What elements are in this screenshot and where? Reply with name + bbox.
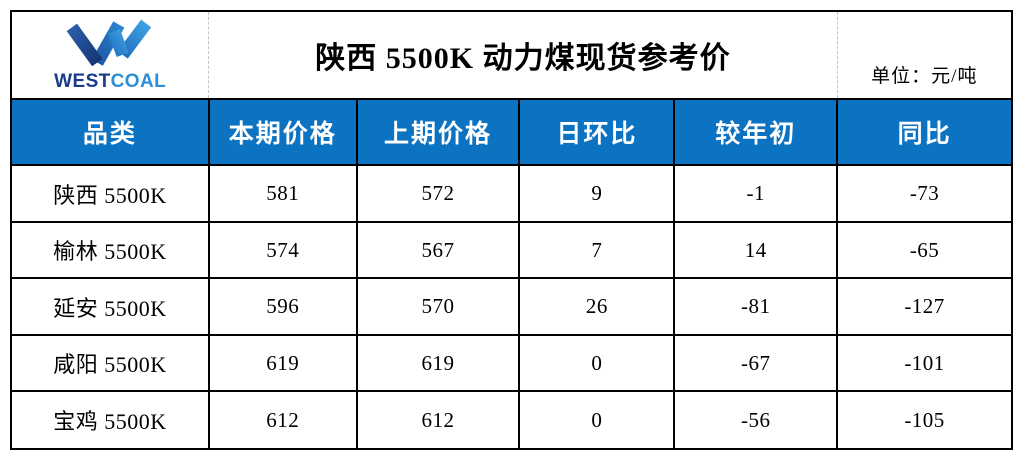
westcoal-w-icon	[66, 19, 152, 67]
cell-current-price: 612	[207, 390, 358, 448]
brand-coal-text: COAL	[110, 70, 167, 92]
cell-yoy-change: -105	[836, 390, 1011, 448]
cell-vs-year-start: -1	[673, 164, 839, 223]
col-header-current-price: 本期价格	[207, 97, 358, 167]
col-header-yoy-change: 同比	[836, 97, 1011, 167]
cell-current-price: 581	[207, 164, 358, 223]
cell-yoy-change: -101	[836, 333, 1011, 393]
table-row: 宝鸡 5500K 612 612 0 -56 -105	[12, 390, 1011, 448]
masthead: WESTCOAL 陕西 5500K 动力煤现货参考价 单位：元/吨	[12, 12, 1011, 100]
cell-category: 陕西 5500K	[12, 164, 210, 223]
table-row: 延安 5500K 596 570 26 -81 -127	[12, 277, 1011, 336]
cell-yoy-change: -127	[836, 277, 1011, 336]
cell-current-price: 596	[207, 277, 358, 336]
cell-daily-change: 0	[518, 390, 676, 448]
unit-label: 单位：元/吨	[836, 12, 1011, 100]
cell-daily-change: 0	[518, 333, 676, 393]
cell-daily-change: 7	[518, 220, 676, 280]
cell-yoy-change: -65	[836, 220, 1011, 280]
cell-previous-price: 612	[355, 390, 521, 448]
cell-category: 延安 5500K	[12, 277, 210, 336]
table-row: 陕西 5500K 581 572 9 -1 -73	[12, 164, 1011, 223]
cell-current-price: 574	[207, 220, 358, 280]
col-header-vs-year-start: 较年初	[673, 97, 839, 167]
table-row: 榆林 5500K 574 567 7 14 -65	[12, 220, 1011, 280]
col-header-daily-change: 日环比	[518, 97, 676, 167]
column-header-row: 品类 本期价格 上期价格 日环比 较年初 同比	[12, 97, 1011, 167]
cell-yoy-change: -73	[836, 164, 1011, 223]
cell-current-price: 619	[207, 333, 358, 393]
cell-daily-change: 9	[518, 164, 676, 223]
cell-daily-change: 26	[518, 277, 676, 336]
cell-previous-price: 619	[355, 333, 521, 393]
cell-category: 咸阳 5500K	[12, 333, 210, 393]
table-frame: WESTCOAL 陕西 5500K 动力煤现货参考价 单位：元/吨 品类 本期价…	[10, 10, 1013, 450]
cell-vs-year-start: -67	[673, 333, 839, 393]
brand-logo: WESTCOAL	[12, 19, 208, 91]
cell-category: 榆林 5500K	[12, 220, 210, 280]
page-title: 陕西 5500K 动力煤现货参考价	[208, 12, 838, 100]
cell-vs-year-start: 14	[673, 220, 839, 280]
brand-west-text: WEST	[54, 70, 111, 92]
brand-logo-cell: WESTCOAL	[12, 12, 209, 100]
cell-vs-year-start: -56	[673, 390, 839, 448]
col-header-category: 品类	[12, 97, 210, 167]
cell-vs-year-start: -81	[673, 277, 839, 336]
cell-previous-price: 567	[355, 220, 521, 280]
cell-previous-price: 572	[355, 164, 521, 223]
cell-category: 宝鸡 5500K	[12, 390, 210, 448]
col-header-previous-price: 上期价格	[355, 97, 521, 167]
coal-price-table: WESTCOAL 陕西 5500K 动力煤现货参考价 单位：元/吨 品类 本期价…	[12, 12, 1011, 448]
brand-wordmark: WESTCOAL	[54, 72, 166, 91]
table-row: 咸阳 5500K 619 619 0 -67 -101	[12, 333, 1011, 393]
cell-previous-price: 570	[355, 277, 521, 336]
